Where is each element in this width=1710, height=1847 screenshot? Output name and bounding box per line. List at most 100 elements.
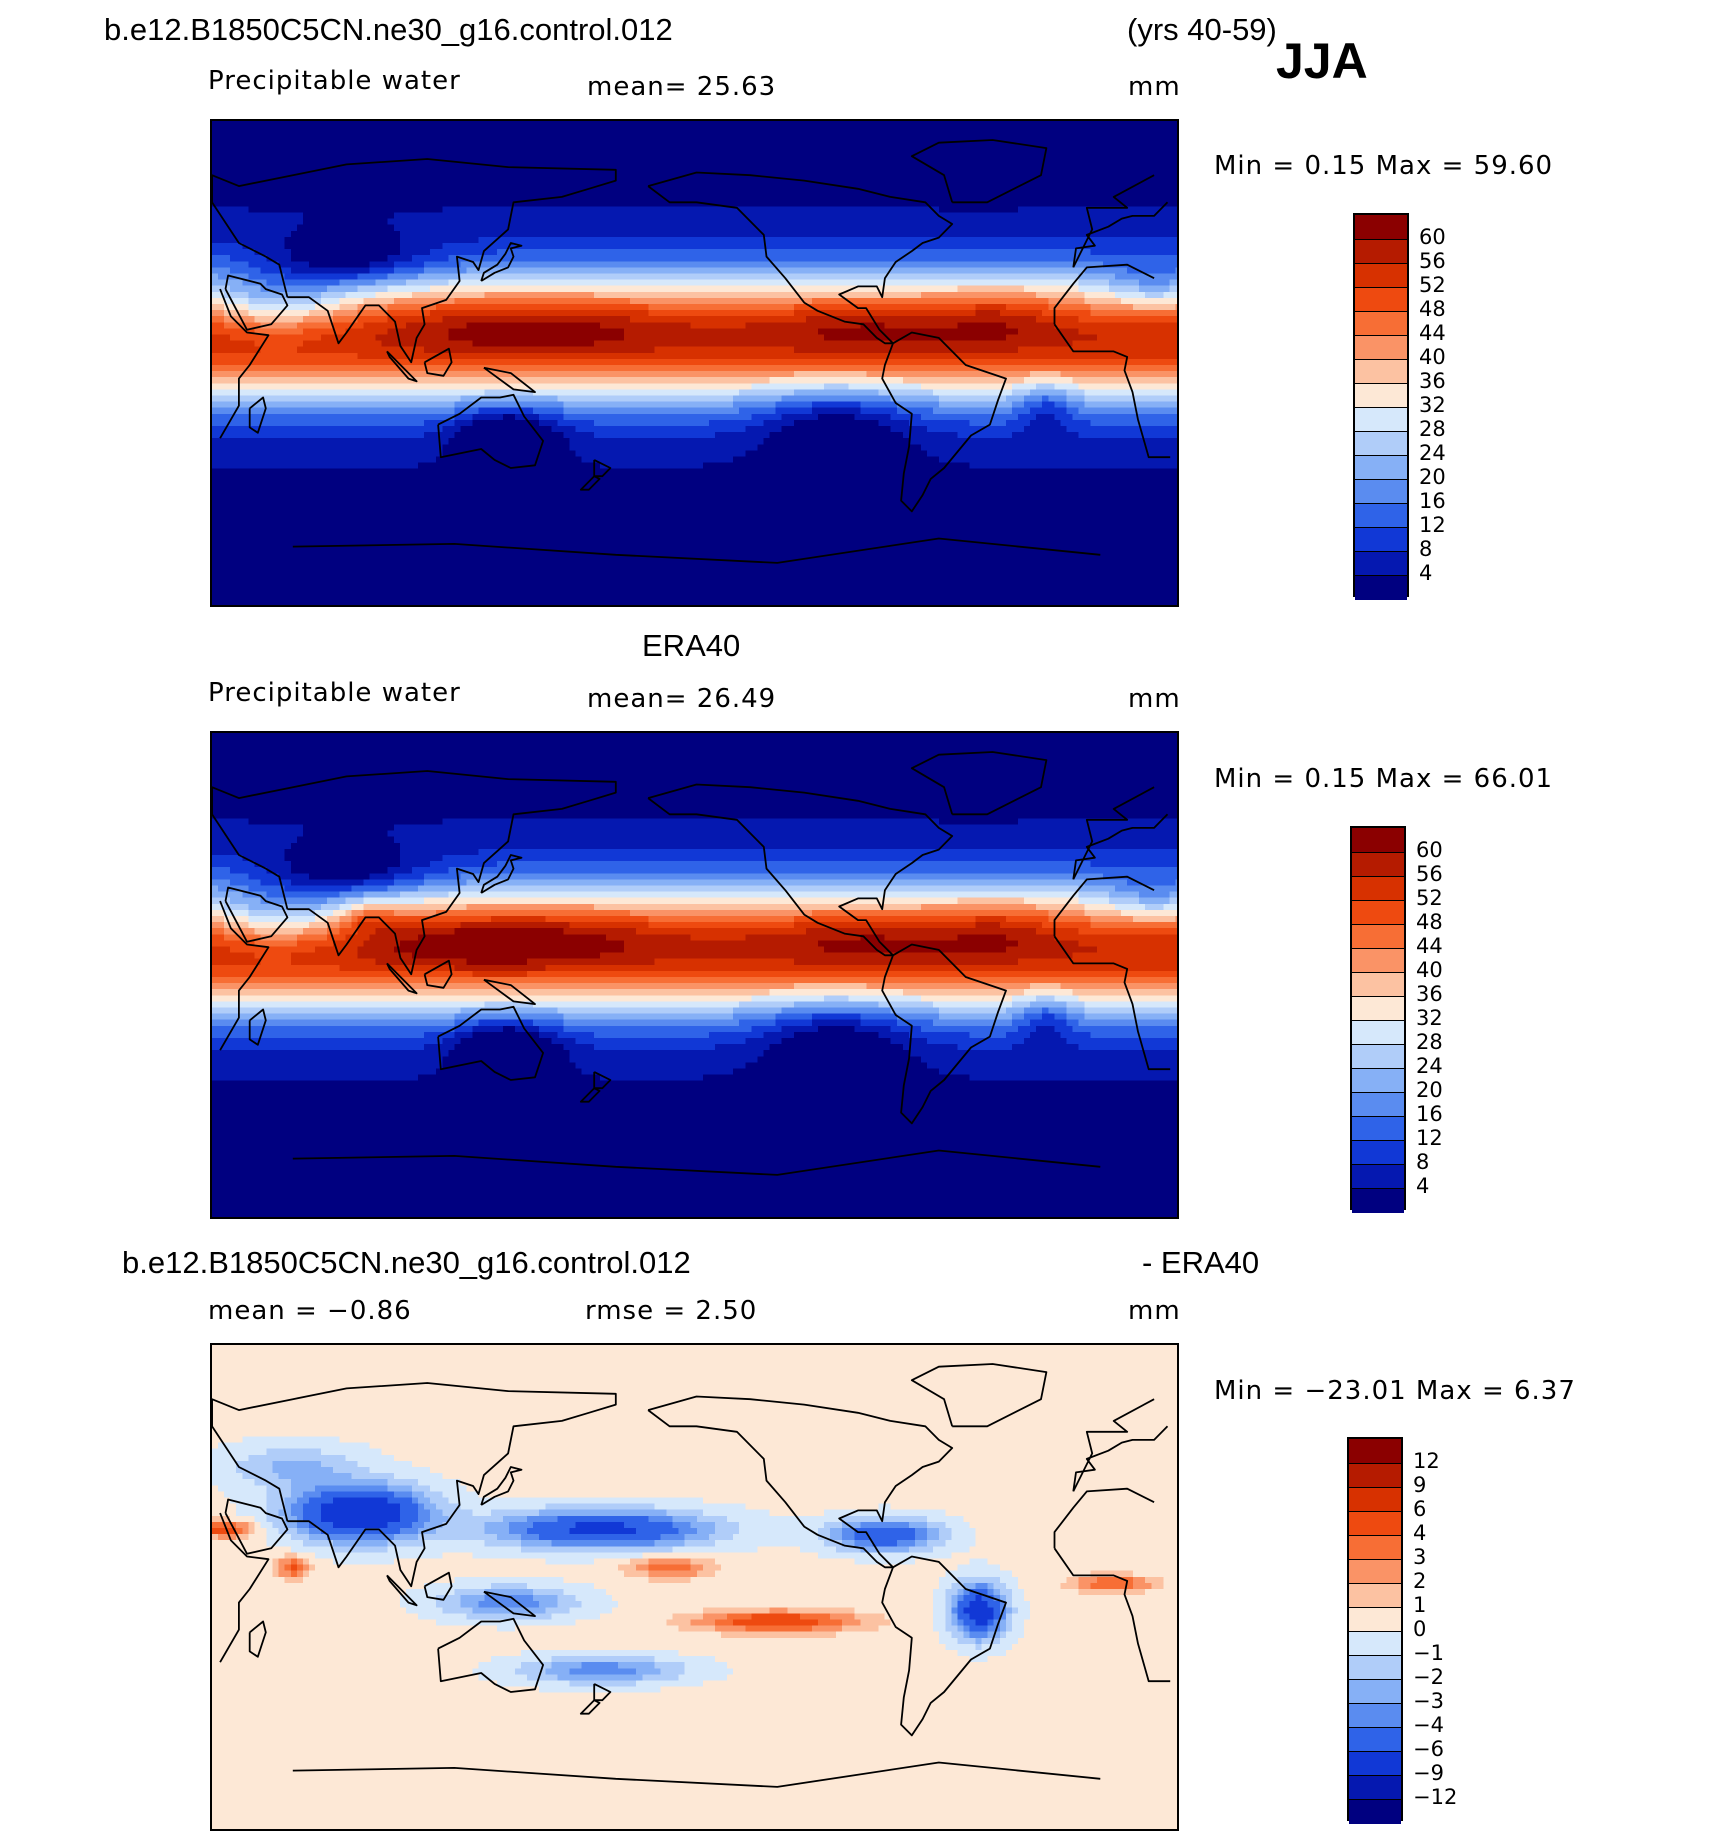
- coastline: [212, 786, 1169, 880]
- colorbar-tick-label: 44: [1416, 936, 1443, 957]
- colorbar-tick-label: 4: [1413, 1523, 1426, 1544]
- colorbar-cell: [1349, 1703, 1401, 1728]
- panel2-variable-label: Precipitable water: [208, 680, 461, 706]
- panel3-units-label: mm: [1128, 1298, 1181, 1324]
- colorbar-tick-label: 24: [1416, 1056, 1443, 1077]
- coastline: [881, 331, 1007, 513]
- coastline: [881, 1555, 1007, 1737]
- colorbar-tick-label: 52: [1419, 275, 1446, 296]
- coastline: [480, 1466, 523, 1506]
- colorbar-tick-label: 56: [1419, 251, 1446, 272]
- colorbar-cell: [1352, 1140, 1404, 1165]
- colorbar-cell: [1349, 1559, 1401, 1584]
- coastline: [593, 1071, 612, 1090]
- case-name-title: b.e12.B1850C5CN.ne30_g16.control.012: [104, 14, 673, 45]
- colorbar-tick-label: 52: [1416, 888, 1443, 909]
- colorbar-cell: [1349, 1799, 1401, 1824]
- coastline: [881, 943, 1007, 1125]
- colorbar-tick-label: 6: [1413, 1499, 1426, 1520]
- colorbar-cell: [1349, 1655, 1401, 1680]
- colorbar-tick-label: 16: [1416, 1104, 1443, 1125]
- colorbar-tick-label: 40: [1416, 960, 1443, 981]
- panel3-colorbar: 12 9 6 4 3 2 1 0 −1 −2 −3 −4 −6 −9 −12: [1347, 1437, 1487, 1824]
- colorbar-cell: [1349, 1583, 1401, 1608]
- colorbar-tick-label: −6: [1413, 1739, 1444, 1760]
- panel3-rmse-label: rmse = 2.50: [585, 1298, 757, 1324]
- colorbar-tick-label: 8: [1419, 539, 1432, 560]
- colorbar-cell: [1349, 1679, 1401, 1704]
- coastline: [224, 1498, 289, 1555]
- colorbar-cell: [1355, 239, 1407, 264]
- coastline-layer: [212, 751, 1171, 1176]
- years-label: (yrs 40-59): [1127, 14, 1277, 45]
- coastline: [219, 1487, 1171, 1683]
- colorbar-tick-label: 24: [1419, 443, 1446, 464]
- panel2-units-label: mm: [1128, 686, 1181, 712]
- colorbar-tick-label: 36: [1419, 371, 1446, 392]
- coastline: [480, 854, 523, 894]
- coastline: [437, 1005, 544, 1081]
- colorbar-tick-label: −9: [1413, 1763, 1444, 1784]
- colorbar-tick-label: −4: [1413, 1715, 1444, 1736]
- colorbar-cell: [1349, 1511, 1401, 1536]
- coastline: [386, 350, 418, 383]
- panel1-mean-label: mean= 25.63: [587, 74, 776, 100]
- colorbar-box: [1350, 826, 1406, 1213]
- colorbar-cell: [1349, 1463, 1401, 1488]
- colorbar-cell: [1349, 1607, 1401, 1632]
- colorbar-cell: [1355, 311, 1407, 336]
- coastline: [212, 1382, 617, 1588]
- colorbar-tick-label: 16: [1419, 491, 1446, 512]
- colorbar-tick-label: 8: [1416, 1152, 1429, 1173]
- colorbar-cell: [1352, 1116, 1404, 1141]
- coastline: [579, 1087, 601, 1103]
- colorbar-cell: [1352, 948, 1404, 973]
- coastline: [483, 366, 536, 393]
- coastline-layer: [212, 139, 1171, 564]
- contour-fill-layer: [212, 1345, 1177, 1829]
- colorbar-tick-label: 40: [1419, 347, 1446, 368]
- coastline: [386, 962, 418, 995]
- colorbar-cell: [1355, 575, 1407, 600]
- coastline: [292, 1761, 1101, 1788]
- colorbar-tick-label: 2: [1413, 1571, 1426, 1592]
- colorbar-cell: [1352, 900, 1404, 925]
- colorbar-cell: [1349, 1487, 1401, 1512]
- coastline: [219, 263, 1171, 459]
- coastline: [212, 158, 617, 364]
- coastline: [292, 1149, 1101, 1176]
- colorbar-cell: [1349, 1535, 1401, 1560]
- coastline: [224, 274, 289, 331]
- contour-fill-layer: [212, 733, 1177, 1217]
- coastline: [437, 1617, 544, 1693]
- panel3-map: [210, 1343, 1179, 1831]
- colorbar-tick-label: 0: [1413, 1619, 1426, 1640]
- colorbar-tick-label: 36: [1416, 984, 1443, 1005]
- coastline: [423, 347, 453, 377]
- panel1-minmax-label: Min = 0.15 Max = 59.60: [1214, 153, 1553, 179]
- coastline: [437, 393, 544, 469]
- contour-fill-layer: [212, 121, 1177, 605]
- coastline: [483, 1590, 536, 1617]
- coastline: [483, 978, 536, 1005]
- colorbar-cell: [1352, 1020, 1404, 1045]
- colorbar-cell: [1355, 551, 1407, 576]
- colorbar-tick-label: 4: [1416, 1176, 1429, 1197]
- panel2-title: ERA40: [642, 630, 740, 661]
- panel2-map: [210, 731, 1179, 1219]
- coastline: [292, 537, 1101, 564]
- coastline: [423, 959, 453, 989]
- coastline: [910, 1363, 1048, 1428]
- colorbar-cell: [1349, 1751, 1401, 1776]
- coastline: [224, 886, 289, 943]
- panel1-units-label: mm: [1128, 74, 1181, 100]
- panel3-title-left: b.e12.B1850C5CN.ne30_g16.control.012: [122, 1247, 691, 1278]
- colorbar-cell: [1352, 1068, 1404, 1093]
- colorbar-cell: [1352, 876, 1404, 901]
- colorbar-cell: [1355, 359, 1407, 384]
- colorbar-tick-label: 4: [1419, 563, 1432, 584]
- colorbar-tick-label: 44: [1419, 323, 1446, 344]
- colorbar-tick-label: 48: [1419, 299, 1446, 320]
- coastline-layer: [212, 1363, 1171, 1788]
- coastline: [910, 751, 1048, 816]
